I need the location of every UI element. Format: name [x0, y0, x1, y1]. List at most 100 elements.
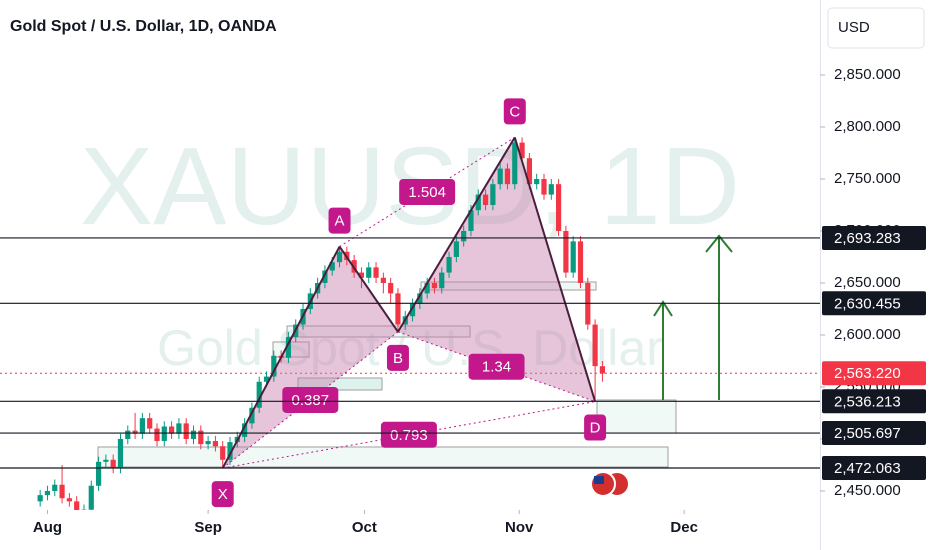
chart-title: Gold Spot / U.S. Dollar, 1D, OANDA [10, 18, 277, 35]
candle-body [577, 241, 584, 283]
candle-body [139, 418, 145, 434]
ratio-line [222, 401, 596, 469]
candle-body [154, 428, 160, 442]
candle-body [512, 142, 518, 185]
point-label: C [509, 103, 520, 120]
level-price-label: 2,472.063 [834, 460, 901, 477]
candle-body [205, 441, 211, 445]
point-box [503, 98, 526, 125]
candle-body [417, 293, 423, 304]
candle-body [132, 430, 138, 434]
level-price-label: 2,693.283 [834, 230, 901, 247]
candle-body [81, 509, 87, 510]
candle-body [88, 485, 94, 510]
last-price-box [822, 361, 926, 386]
candle-body [147, 418, 153, 429]
zone [596, 399, 677, 434]
level-price-label: 2,630.455 [834, 295, 901, 312]
y-tick-label: 2,450.000 [834, 482, 901, 499]
candle-body [263, 376, 270, 382]
candle-body [563, 230, 569, 273]
ratio-label: 0.387 [292, 392, 330, 409]
x-tick-label: Oct [352, 519, 377, 536]
candle-body [95, 461, 102, 486]
candle-body [285, 337, 292, 358]
x-tick-label: Nov [505, 519, 534, 536]
candle-body [468, 210, 474, 231]
zone [286, 325, 471, 338]
candle-body [482, 194, 489, 205]
candle-body [161, 426, 167, 442]
point-label: B [393, 350, 403, 367]
point-label: D [590, 420, 601, 437]
pattern-fill [397, 137, 596, 402]
ratio-box [380, 421, 437, 448]
zone [420, 281, 597, 291]
event-icons [590, 471, 630, 497]
x-tick-label: Dec [670, 519, 698, 536]
pattern-leg [221, 246, 341, 469]
candle-body [358, 272, 365, 278]
candle-body [366, 267, 372, 278]
candle-body [592, 324, 598, 367]
candle-body [534, 178, 540, 185]
candle-body [409, 303, 416, 317]
pattern-leg [397, 136, 516, 333]
arrow-head [653, 300, 673, 317]
point-box [328, 207, 351, 234]
candle-body [329, 262, 335, 271]
candle-body [227, 442, 233, 460]
candle-body [212, 441, 219, 447]
ratio-label: 0.793 [390, 427, 428, 444]
candle-body [322, 270, 328, 283]
level-price-box [822, 291, 926, 316]
candle-body [446, 256, 452, 273]
y-tick-label: 2,650.000 [834, 274, 901, 291]
ratio-label: 1.34 [482, 359, 511, 376]
zones [97, 281, 677, 468]
point-box [584, 414, 607, 441]
candle-body [599, 366, 606, 374]
level-price-box [822, 389, 926, 414]
level-price-box [822, 225, 926, 250]
candle-body [117, 438, 124, 469]
y-tick-label: 2,750.000 [834, 170, 901, 187]
candle-body [256, 381, 262, 408]
candle-body [52, 484, 58, 491]
level-price-label: 2,505.697 [834, 425, 901, 442]
candle-body [453, 241, 459, 257]
ratio-box [468, 353, 525, 380]
candle-body [475, 194, 481, 211]
candle-body [541, 178, 547, 195]
candle-body [336, 251, 343, 263]
candle-body [555, 184, 562, 231]
arrows [653, 234, 733, 400]
candle-body [380, 277, 386, 283]
candle-body [548, 184, 554, 195]
candle-body [59, 484, 65, 499]
candle-body [519, 142, 525, 159]
currency-button[interactable] [827, 7, 925, 49]
level-price-box [822, 421, 926, 446]
candle-body [183, 423, 189, 439]
x-tick-label: Sep [194, 519, 222, 536]
pattern-fill [222, 246, 398, 469]
arrow-head [705, 234, 733, 253]
candle-body [461, 230, 467, 242]
candle-body [220, 446, 226, 460]
candle-body [271, 355, 277, 377]
candle-body [190, 430, 197, 439]
ratio-box [399, 178, 456, 205]
zone [97, 446, 669, 468]
candle-body [431, 282, 438, 289]
candle-body [103, 459, 109, 462]
candle-body [66, 498, 72, 502]
candle-body [526, 158, 532, 185]
level-price-label: 2,536.213 [834, 393, 901, 410]
candle-body [439, 272, 445, 289]
point-label: A [335, 213, 345, 230]
candle-body [424, 282, 430, 294]
candle-body [395, 293, 401, 325]
